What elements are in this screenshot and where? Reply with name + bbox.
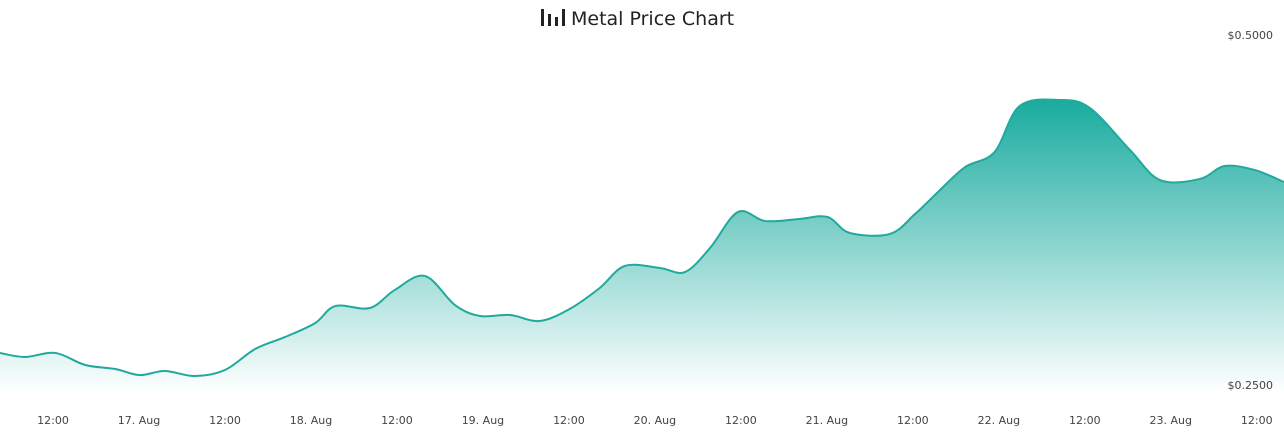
area-fill <box>0 99 1284 393</box>
x-tick-label: 12:00 <box>1241 414 1273 427</box>
x-tick-label: 21. Aug <box>806 414 848 427</box>
price-line <box>0 98 1284 378</box>
x-tick-label: 20. Aug <box>634 414 676 427</box>
x-tick-label: 12:00 <box>553 414 585 427</box>
x-tick-label: 12:00 <box>725 414 757 427</box>
x-tick-label: 23. Aug <box>1150 414 1192 427</box>
title-icon <box>541 9 565 26</box>
x-tick-label: 12:00 <box>1069 414 1101 427</box>
y-tick-label: $0.2500 <box>1228 379 1274 392</box>
x-tick-label: 12:00 <box>381 414 413 427</box>
y-tick-label: $0.5000 <box>1228 29 1274 42</box>
chart-title: Metal Price Chart <box>571 8 734 30</box>
x-tick-label: 19. Aug <box>462 414 504 427</box>
x-tick-label: 18. Aug <box>290 414 332 427</box>
x-tick-label: 12:00 <box>37 414 69 427</box>
x-tick-label: 22. Aug <box>978 414 1020 427</box>
x-tick-label: 17. Aug <box>118 414 160 427</box>
x-tick-label: 12:00 <box>209 414 241 427</box>
x-tick-label: 12:00 <box>897 414 929 427</box>
